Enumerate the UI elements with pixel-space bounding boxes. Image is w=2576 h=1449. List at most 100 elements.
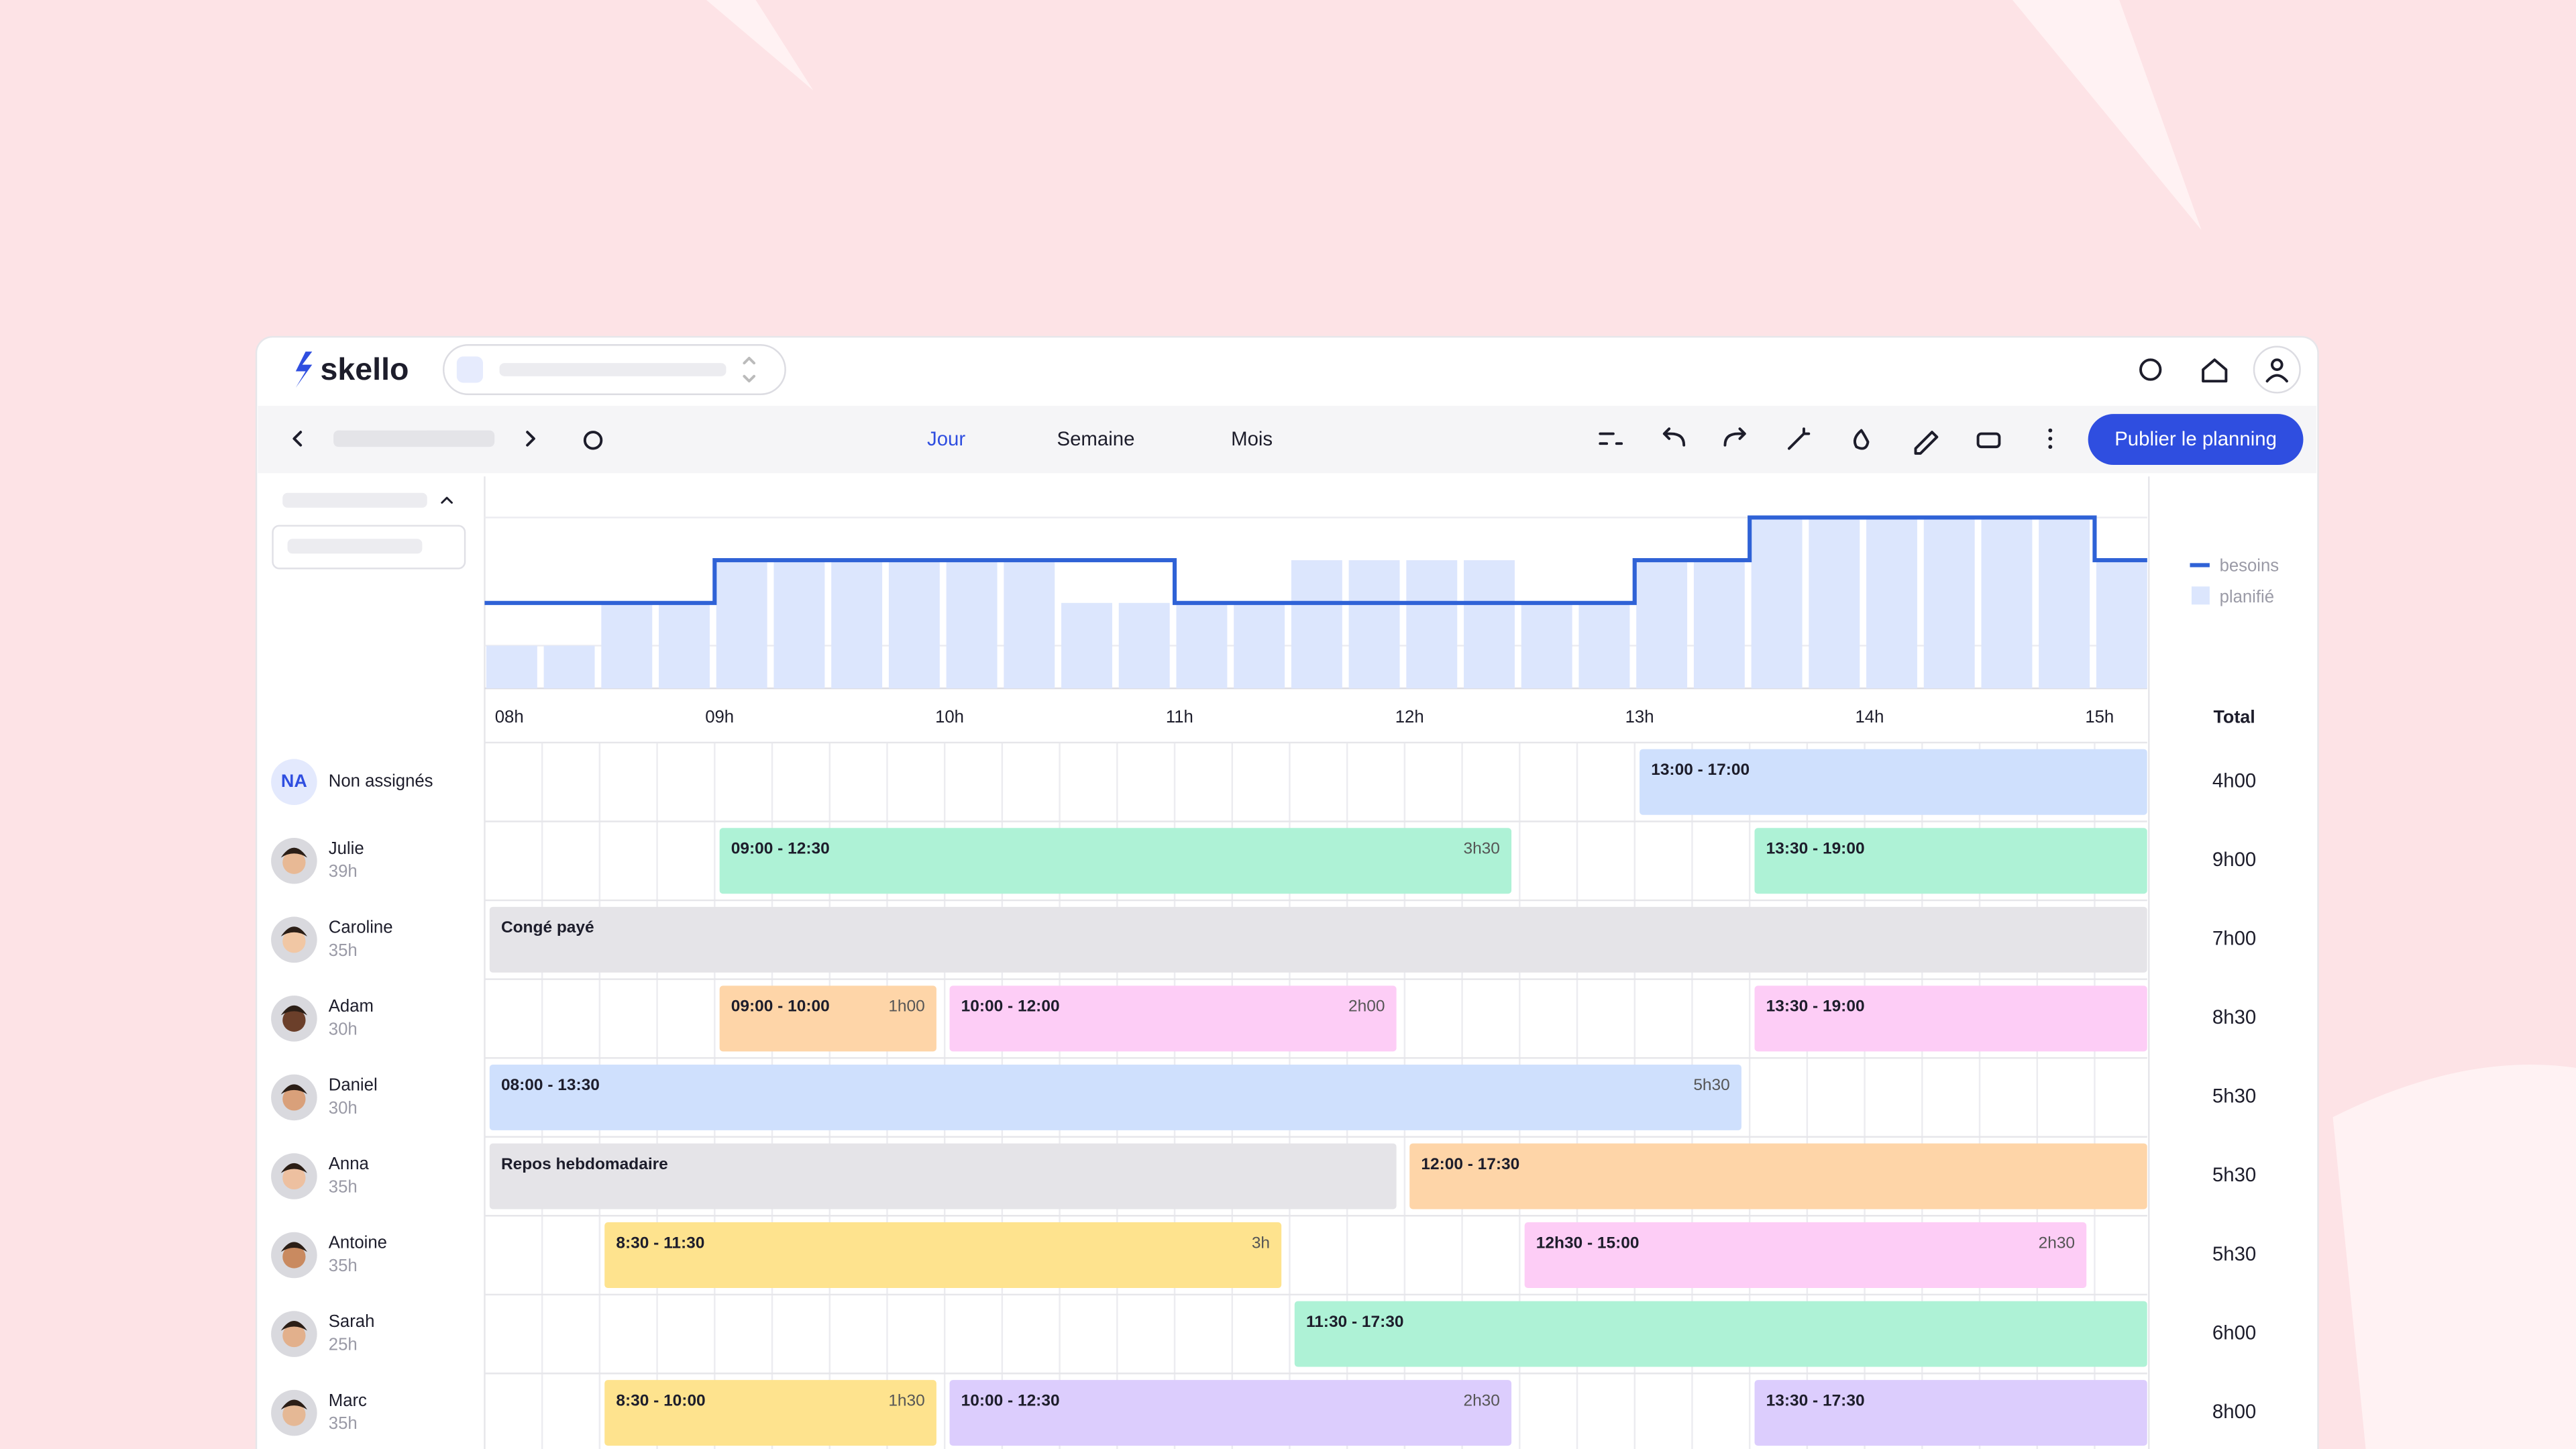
avatar-hair xyxy=(280,1320,307,1331)
employee-name: Caroline xyxy=(329,918,393,936)
bar xyxy=(601,602,653,689)
bar xyxy=(543,645,595,689)
shift[interactable] xyxy=(1409,1143,2147,1210)
shift[interactable] xyxy=(719,985,936,1052)
legend-swatch xyxy=(2191,586,2210,605)
shift[interactable] xyxy=(489,906,2147,973)
row-total: 4h00 xyxy=(2212,769,2256,792)
bar xyxy=(1751,517,1803,689)
employee-name: Sarah xyxy=(329,1312,375,1331)
bar xyxy=(946,560,998,689)
shift[interactable] xyxy=(604,1380,936,1446)
shift-duration: 5h30 xyxy=(1693,1076,1729,1094)
shift-label: 8:30 - 10:00 xyxy=(616,1391,705,1409)
shift-duration: 1h30 xyxy=(888,1391,924,1409)
bar xyxy=(1004,560,1055,689)
bar xyxy=(773,560,825,689)
x-tick-label: 09h xyxy=(705,708,734,727)
employee-hours: 30h xyxy=(329,1099,358,1118)
bg-shape xyxy=(706,0,814,91)
avatar-face xyxy=(282,1324,306,1348)
avatar-hair xyxy=(280,926,307,936)
shift-label: Repos hebdomadaire xyxy=(501,1155,668,1173)
fire-icon[interactable] xyxy=(1853,429,1870,450)
edit-icon[interactable] xyxy=(1914,431,1939,455)
shift-label: 10:00 - 12:00 xyxy=(961,998,1060,1016)
bar xyxy=(1636,560,1688,689)
bar xyxy=(2039,517,2090,689)
logo-mark xyxy=(295,352,313,388)
logo: skello xyxy=(321,352,409,386)
avatar-hair xyxy=(280,1399,307,1410)
shift[interactable] xyxy=(949,1380,1512,1446)
avatar-face xyxy=(282,930,306,953)
row-total: 5h30 xyxy=(2212,1164,2256,1186)
bar xyxy=(1866,517,1917,689)
bar xyxy=(1118,602,1170,689)
toolbar-icons xyxy=(1599,427,2053,455)
avatar-hair xyxy=(280,1242,307,1252)
avatar-face xyxy=(282,1087,306,1111)
employee-hours: 25h xyxy=(329,1336,358,1354)
shift[interactable] xyxy=(949,985,1397,1052)
shift[interactable] xyxy=(1524,1222,2087,1288)
shift[interactable] xyxy=(489,1143,1397,1210)
badge-label: NA xyxy=(281,771,307,791)
prev-button[interactable] xyxy=(292,431,303,447)
employee-hours: 35h xyxy=(329,1177,358,1196)
shift[interactable] xyxy=(719,828,1512,894)
shift[interactable] xyxy=(1294,1301,2147,1367)
magic-icon[interactable] xyxy=(1787,427,1811,450)
bar xyxy=(1464,560,1515,689)
bar xyxy=(1234,602,1285,689)
placeholder xyxy=(499,363,727,376)
row-total: 7h00 xyxy=(2212,928,2256,950)
shift[interactable] xyxy=(604,1222,1282,1288)
shift[interactable] xyxy=(1640,749,2147,815)
shift[interactable] xyxy=(489,1064,1741,1130)
row-total: 5h30 xyxy=(2212,1243,2256,1265)
settings-icon[interactable] xyxy=(2139,358,2162,381)
view-tab[interactable]: Mois xyxy=(1231,428,1273,450)
legend-label: besoins xyxy=(2220,557,2279,576)
collapse-icon[interactable] xyxy=(441,496,453,504)
row-total: 6h00 xyxy=(2212,1322,2256,1344)
shift-label: 13:30 - 17:30 xyxy=(1766,1391,1865,1409)
shift[interactable] xyxy=(1754,985,2147,1052)
filter-icon[interactable] xyxy=(1599,432,1623,445)
shift-label: Congé payé xyxy=(501,918,594,936)
bar xyxy=(1061,602,1112,689)
next-button[interactable] xyxy=(526,431,535,447)
row-total: 9h00 xyxy=(2212,849,2256,871)
print-icon[interactable] xyxy=(1976,432,2001,449)
shift[interactable] xyxy=(1754,1380,2147,1446)
employee-hours: 35h xyxy=(329,1256,358,1275)
bar xyxy=(716,560,767,689)
employee-name: Anna xyxy=(329,1155,370,1173)
avatar-face xyxy=(282,1403,306,1426)
bg-shape xyxy=(2332,1064,2576,1449)
view-tab[interactable]: Semaine xyxy=(1057,428,1135,450)
home-icon[interactable] xyxy=(2202,358,2228,383)
shift[interactable] xyxy=(1754,828,2147,894)
toolbar xyxy=(258,405,2317,474)
shift-label: 13:00 - 17:00 xyxy=(1651,761,1750,779)
x-tick-label: 13h xyxy=(1625,708,1654,727)
x-tick-label: 14h xyxy=(1855,708,1884,727)
employee-hours: 39h xyxy=(329,862,358,881)
shift-label: 11:30 - 17:30 xyxy=(1306,1313,1404,1331)
avatar-face xyxy=(282,1166,306,1190)
employee-hours: 30h xyxy=(329,1020,358,1038)
bar xyxy=(1578,602,1630,689)
bg-shape xyxy=(2012,0,2202,230)
needs-line xyxy=(484,515,2147,605)
bar xyxy=(1981,517,2033,689)
redo-icon[interactable] xyxy=(1723,427,1746,447)
undo-icon[interactable] xyxy=(1662,427,1686,447)
today-icon[interactable] xyxy=(583,431,603,450)
view-tab[interactable]: Jour xyxy=(927,428,965,450)
row-total: 5h30 xyxy=(2212,1085,2256,1108)
publish-button[interactable] xyxy=(2088,414,2304,466)
avatar-hair xyxy=(280,1163,307,1173)
